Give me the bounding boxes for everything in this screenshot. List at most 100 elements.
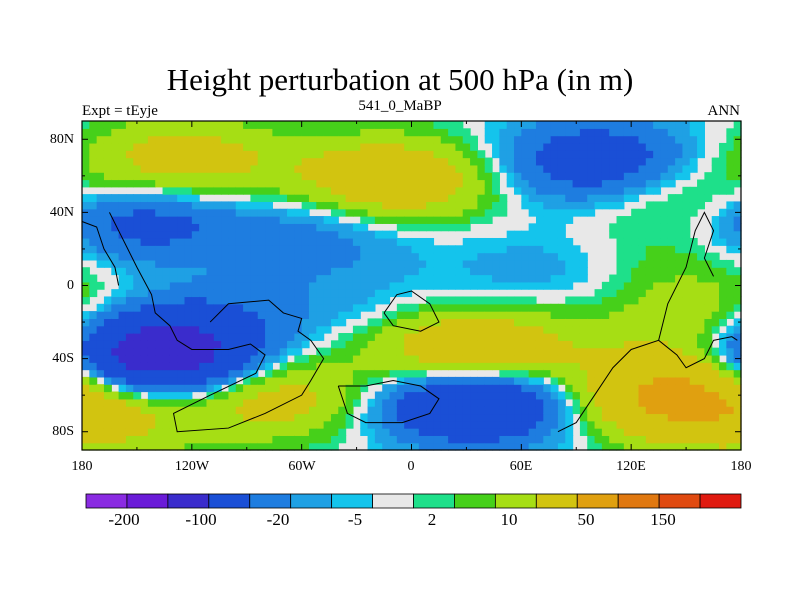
field-cell bbox=[557, 267, 566, 276]
field-cell bbox=[726, 354, 735, 363]
field-cell bbox=[543, 311, 552, 319]
field-cell bbox=[133, 274, 142, 283]
field-cell bbox=[82, 413, 90, 422]
field-cell bbox=[726, 164, 735, 173]
field-cell bbox=[528, 259, 537, 268]
field-cell bbox=[660, 216, 669, 224]
field-cell bbox=[616, 325, 625, 334]
field-cell bbox=[719, 259, 727, 268]
field-cell bbox=[82, 376, 90, 385]
field-cell bbox=[572, 157, 581, 166]
field-cell bbox=[396, 406, 405, 415]
field-cell bbox=[462, 150, 471, 159]
field-cell bbox=[609, 340, 618, 349]
field-cell bbox=[374, 435, 383, 444]
field-cell bbox=[221, 201, 230, 210]
field-cell bbox=[418, 172, 427, 181]
field-cell bbox=[199, 223, 208, 232]
field-cell bbox=[455, 121, 464, 129]
field-cell bbox=[697, 413, 705, 422]
field-cell bbox=[96, 384, 105, 393]
field-cell bbox=[133, 340, 142, 349]
field-cell bbox=[638, 245, 647, 254]
field-cell bbox=[294, 442, 303, 451]
coastline bbox=[658, 211, 715, 341]
field-cell bbox=[631, 186, 640, 195]
field-cell bbox=[601, 420, 610, 429]
field-cell bbox=[455, 413, 464, 422]
field-cell bbox=[345, 384, 354, 393]
field-cell bbox=[660, 201, 669, 210]
field-cell bbox=[631, 340, 640, 349]
field-cell bbox=[294, 267, 303, 276]
field-cell bbox=[499, 157, 508, 166]
field-cell bbox=[352, 186, 361, 195]
field-cell bbox=[374, 128, 383, 137]
field-cell bbox=[719, 237, 727, 246]
field-cell bbox=[213, 303, 222, 312]
field-cell bbox=[514, 252, 522, 261]
field-cell bbox=[726, 369, 735, 378]
field-cell bbox=[455, 281, 464, 290]
field-cell bbox=[147, 230, 156, 239]
field-cell bbox=[279, 245, 288, 254]
field-cell bbox=[360, 289, 369, 298]
field-cell bbox=[199, 435, 208, 444]
field-cell bbox=[411, 150, 420, 159]
colorbar-swatch bbox=[372, 493, 414, 509]
field-cell bbox=[506, 267, 515, 276]
field-cell bbox=[667, 354, 676, 363]
field-cell bbox=[111, 142, 120, 151]
field-cell bbox=[506, 398, 515, 407]
field-cell bbox=[638, 442, 647, 451]
field-cell bbox=[675, 281, 684, 290]
field-cell bbox=[528, 194, 537, 203]
field-cell bbox=[257, 194, 266, 203]
field-cell bbox=[125, 281, 134, 290]
lat-tick-label: 80S bbox=[52, 424, 74, 439]
field-cell bbox=[638, 391, 647, 400]
field-cell bbox=[719, 274, 727, 283]
field-cell bbox=[528, 245, 537, 254]
field-cell bbox=[675, 289, 684, 298]
field-cell bbox=[506, 362, 515, 371]
field-cell bbox=[82, 347, 90, 356]
field-cell bbox=[477, 391, 486, 400]
colorbar-label: -20 bbox=[266, 510, 290, 529]
field-cell bbox=[140, 281, 149, 290]
field-cell bbox=[257, 354, 266, 363]
field-cell bbox=[418, 420, 427, 429]
field-cell bbox=[448, 333, 457, 341]
field-cell bbox=[169, 201, 178, 210]
field-cell bbox=[733, 142, 742, 151]
field-cell bbox=[235, 318, 244, 327]
field-cell bbox=[125, 267, 134, 276]
field-cell bbox=[484, 420, 493, 429]
field-cell bbox=[623, 354, 632, 363]
field-cell bbox=[243, 398, 252, 407]
field-cell bbox=[352, 245, 361, 254]
field-cell bbox=[103, 391, 112, 400]
field-cell bbox=[440, 274, 449, 283]
field-cell bbox=[228, 237, 237, 246]
field-cell bbox=[352, 347, 361, 356]
field-cell bbox=[550, 201, 559, 210]
field-cell bbox=[660, 259, 669, 268]
field-cell bbox=[726, 150, 735, 159]
field-cell bbox=[579, 333, 588, 341]
field-cell bbox=[103, 150, 112, 159]
field-cell bbox=[82, 289, 90, 298]
field-cell bbox=[96, 237, 105, 246]
field-cell bbox=[257, 325, 266, 334]
field-cell bbox=[374, 216, 383, 224]
field-cell bbox=[645, 252, 654, 261]
field-cell bbox=[272, 150, 281, 159]
colorbar-swatch bbox=[494, 493, 537, 509]
field-cell bbox=[733, 318, 742, 327]
field-cell bbox=[638, 135, 647, 144]
field-cell bbox=[631, 223, 640, 232]
field-cell bbox=[404, 428, 413, 436]
field-cell bbox=[565, 384, 574, 393]
field-cell bbox=[470, 406, 478, 415]
field-cell bbox=[565, 179, 574, 188]
